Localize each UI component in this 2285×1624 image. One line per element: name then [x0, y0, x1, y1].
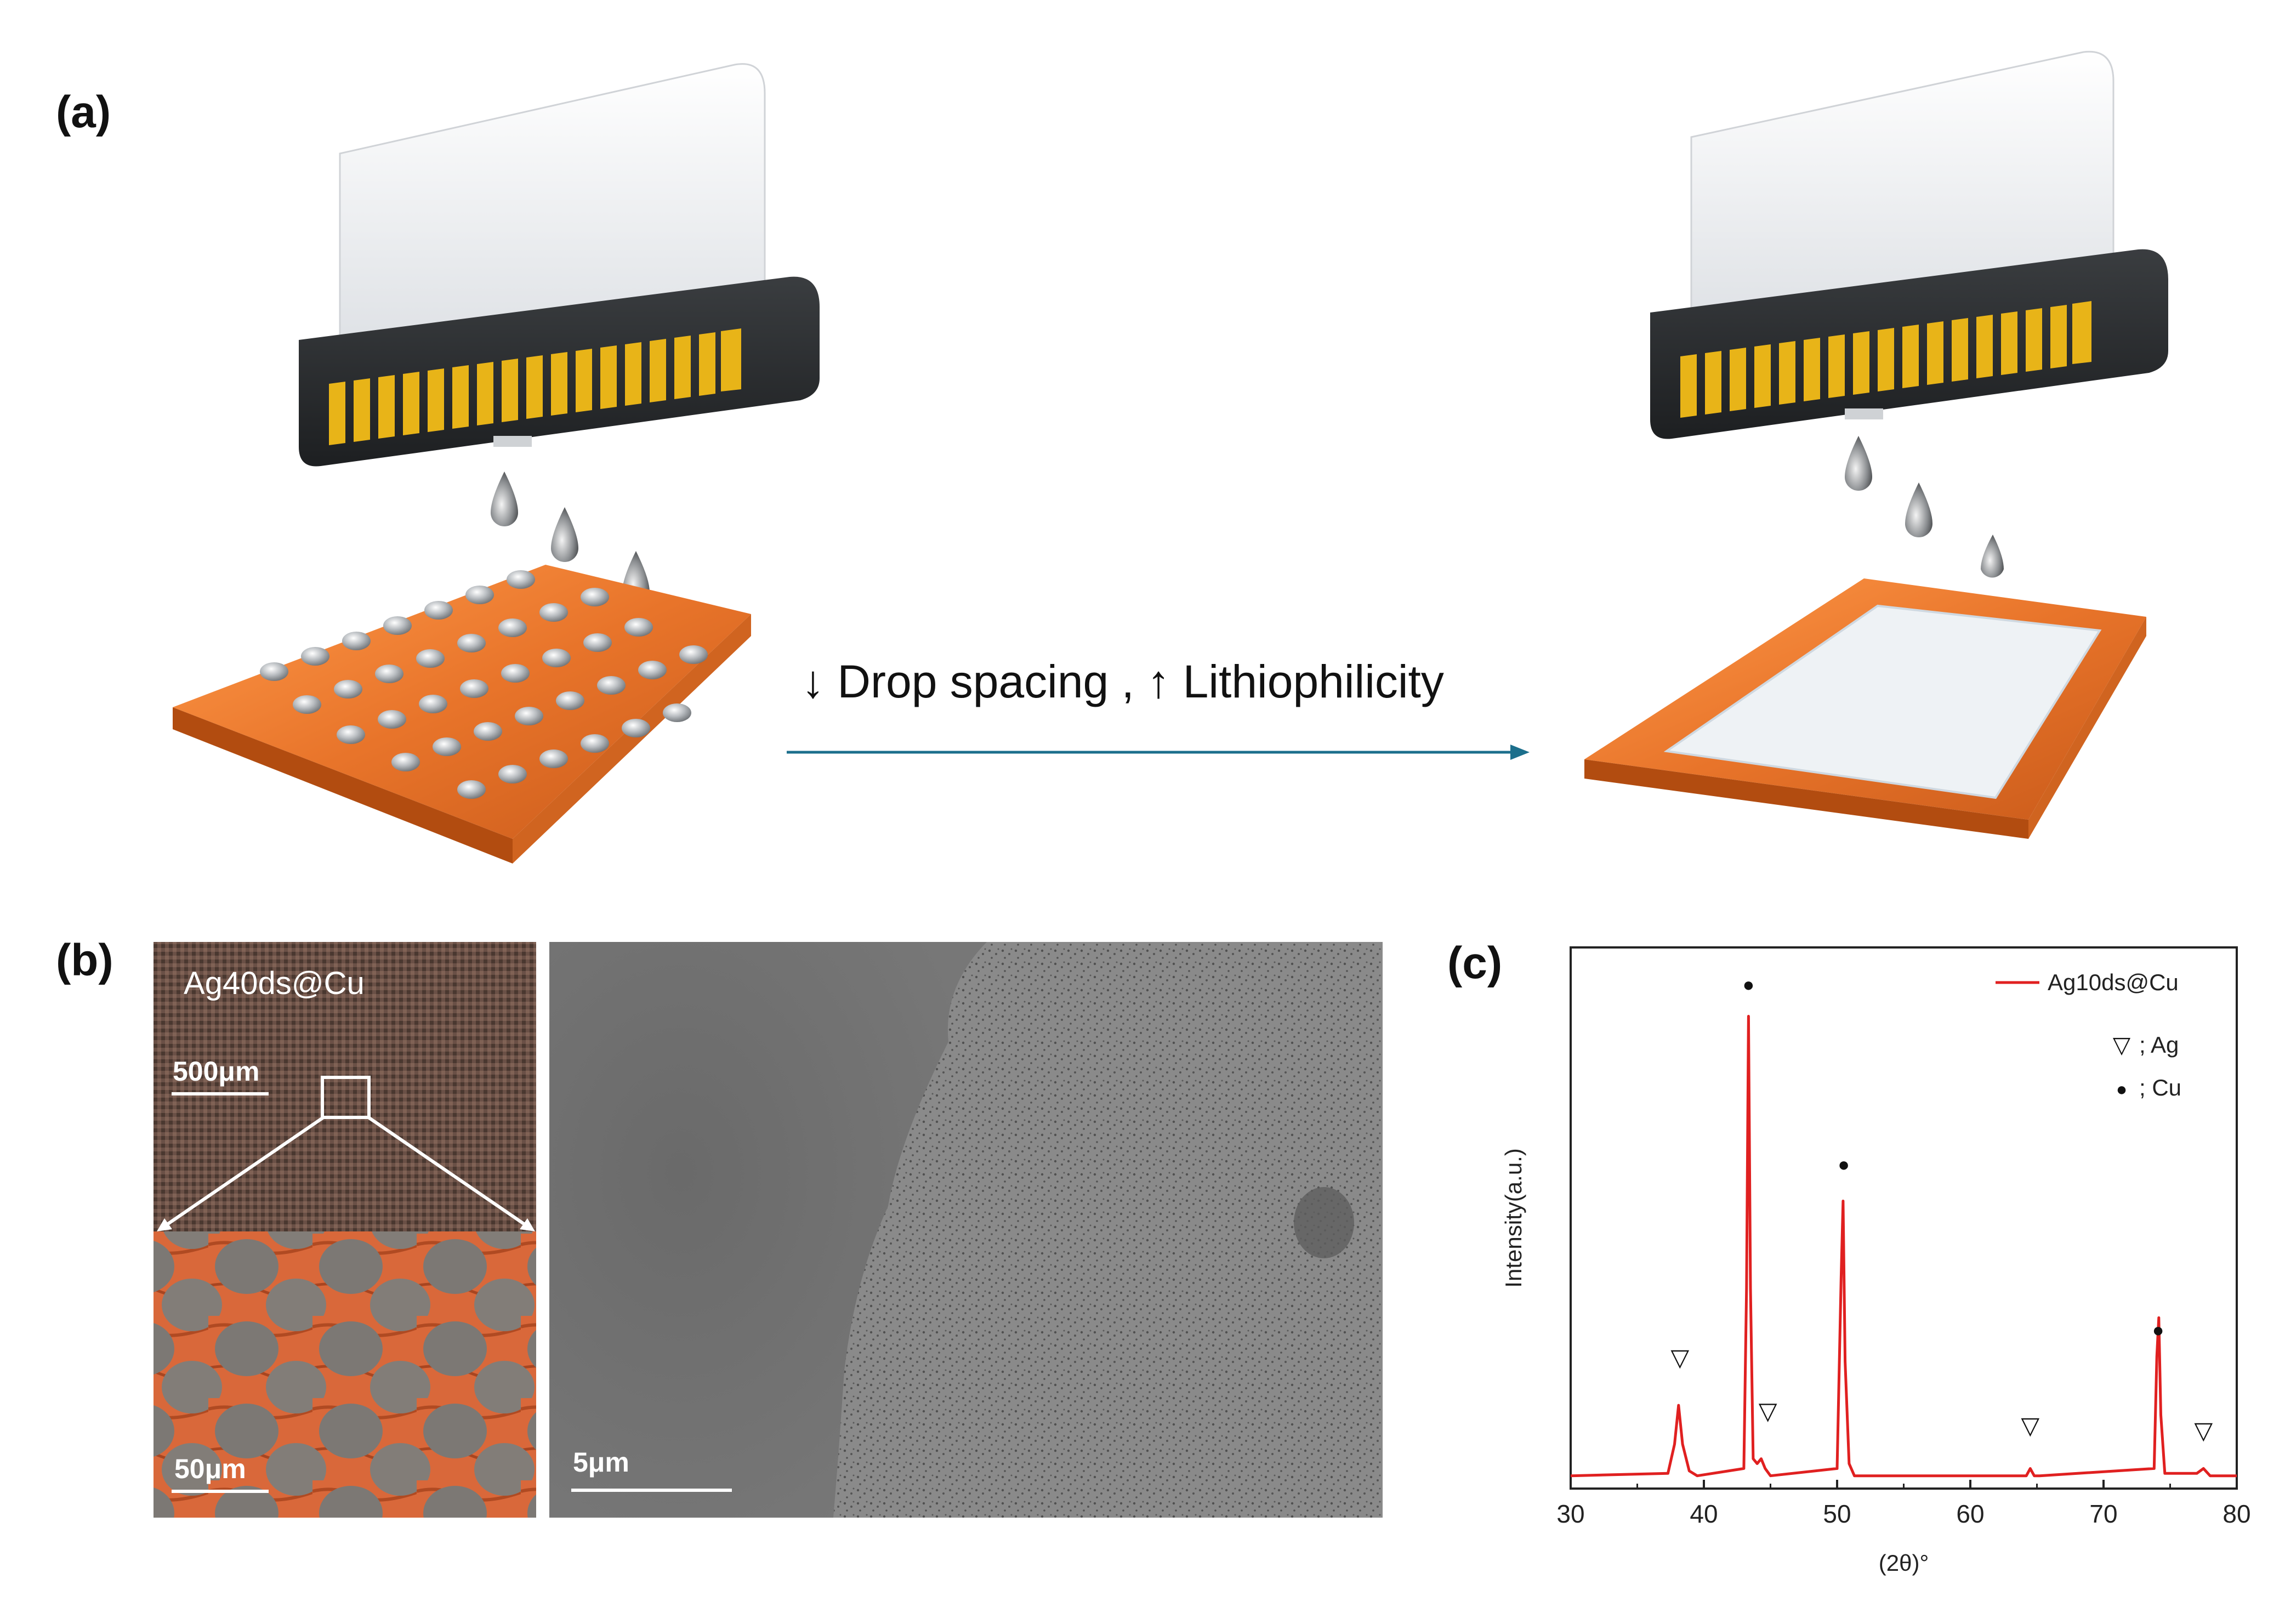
sem-smooth-region — [549, 942, 987, 1518]
copper-substrate-film — [1584, 578, 2146, 839]
optical-micrograph-low-mag — [154, 942, 536, 1231]
xrd-series — [1570, 1015, 2237, 1478]
x-tick-label: 30 — [1556, 1500, 1584, 1528]
sem-dark-spot — [1294, 1187, 1354, 1258]
silver-film — [1663, 604, 2102, 799]
panel-label-b: (b) — [56, 935, 113, 985]
phase-key-label: ; Cu — [2139, 1075, 2181, 1100]
xrd-legend: Ag10ds@Cu ▽ ; Ag ● ; Cu — [1996, 969, 2181, 1100]
xrd-chart: 30 40 50 60 70 80(2θ)°Intensity(a.u.) ▽●▽●▽●▽… — [1500, 946, 2251, 1576]
droplet-icon — [1905, 482, 1932, 537]
peak-marker-Ag: ▽ — [1670, 1344, 1689, 1371]
x-tick-label: 70 — [2089, 1500, 2117, 1528]
ink-cartridge-right — [1690, 50, 2115, 319]
x-axis-label: (2θ)° — [1879, 1550, 1929, 1576]
droplets-right — [1845, 436, 2004, 578]
legend-label: Ag10ds@Cu — [2048, 969, 2179, 995]
process-arrow-head — [1510, 745, 1530, 760]
scale-label-5um: 5μm — [573, 1447, 629, 1478]
xrd-axes: 30 40 50 60 70 80 (2θ)° Intensity(a.u.) — [1500, 946, 2251, 1576]
nozzle-pads-right — [1680, 301, 2091, 418]
xrd-annotations: ▽ ● ▽ ● ▽ ● ▽ — [1670, 973, 2213, 1444]
x-tick-label: 40 — [1690, 1500, 1718, 1528]
droplet-icon — [491, 472, 518, 526]
zoom-box — [321, 1076, 371, 1119]
sample-label: Ag40ds@Cu — [184, 966, 365, 1001]
peak-marker-Cu: ● — [1743, 973, 1755, 996]
droplet-icon — [1981, 535, 2004, 578]
droplet-icon — [1845, 436, 1872, 491]
copper-substrate-dotted — [173, 565, 751, 864]
peak-marker-Ag: ▽ — [2021, 1412, 2039, 1439]
optical-micrograph-high-mag — [154, 1231, 536, 1518]
peak-marker-Ag: ▽ — [2194, 1417, 2213, 1444]
printhead-left — [299, 63, 820, 467]
peak-marker-Ag: ▽ — [1759, 1398, 1777, 1425]
nozzle-pads-left — [329, 328, 741, 445]
scale-label-500um: 500μm — [173, 1056, 260, 1087]
panel-label-c: (c) — [1447, 938, 1503, 988]
phase-key-label: ; Ag — [2139, 1032, 2179, 1058]
panel-label-a: (a) — [56, 87, 111, 137]
inkjet-schematic-svg — [173, 50, 2168, 864]
y-axis-label: Intensity(a.u.) — [1500, 1148, 1526, 1287]
zoom-line-right — [367, 1116, 533, 1231]
nozzle-port-left — [493, 436, 532, 447]
droplet-icon — [551, 507, 578, 562]
silver-dot-array — [260, 570, 708, 799]
peak-marker-Cu: ● — [1838, 1153, 1850, 1176]
printhead-right — [1650, 50, 2168, 439]
nozzle-port-right — [1845, 408, 1883, 419]
scale-label-50um: 50μm — [174, 1453, 246, 1484]
x-tick-label: 50 — [1823, 1500, 1851, 1528]
phase-key-symbol: ▽ — [2113, 1032, 2131, 1058]
ink-cartridge-left — [339, 63, 766, 341]
peak-marker-Cu: ● — [2152, 1319, 2164, 1341]
process-arrow-caption: ↓ Drop spacing , ↑ Lithiophilicity — [802, 656, 1444, 707]
x-tick-label: 80 — [2223, 1500, 2250, 1528]
x-tick-label: 60 — [1956, 1500, 1984, 1528]
plot-frame — [1570, 946, 2238, 1490]
phase-key-symbol: ● — [2116, 1079, 2128, 1100]
series-line-Ag10ds@Cu — [1570, 1015, 2237, 1478]
zoom-line-left — [159, 1116, 325, 1231]
